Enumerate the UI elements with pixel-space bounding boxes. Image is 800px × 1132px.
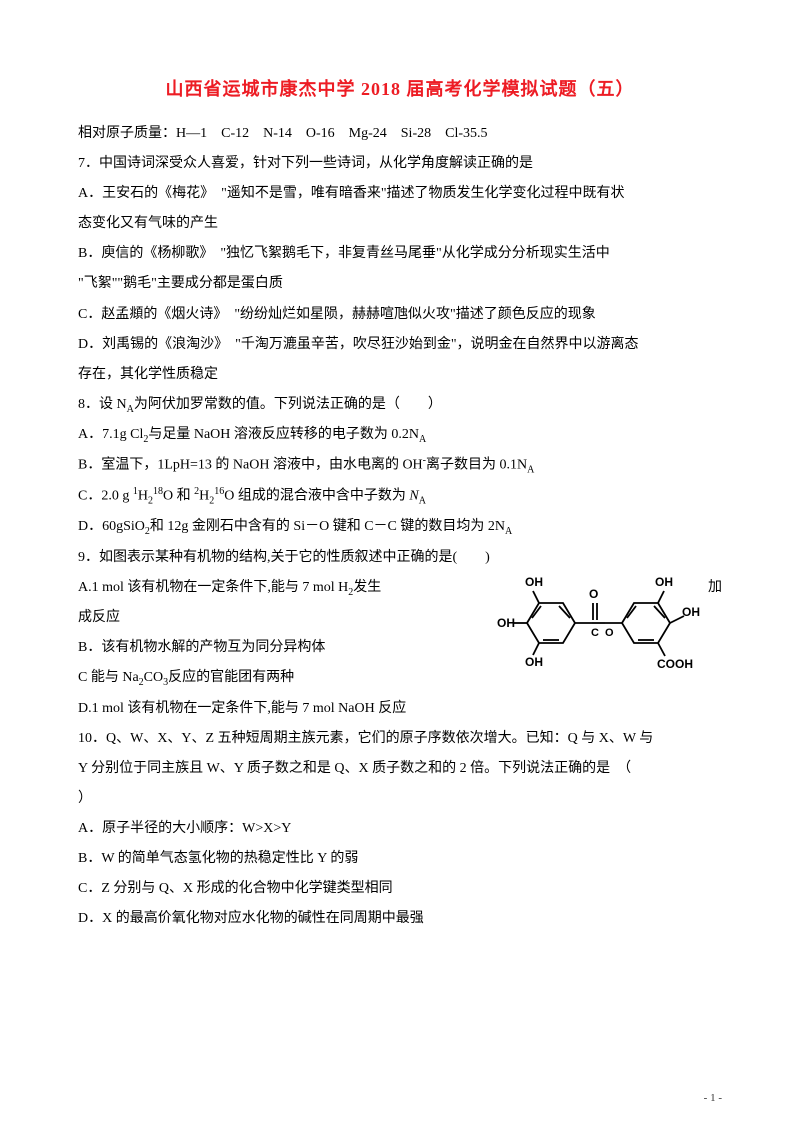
text: D．60gSiO (78, 519, 145, 534)
subscript: A (419, 496, 426, 507)
text: C 能与 Na (78, 670, 139, 685)
subscript: A (127, 404, 134, 415)
q7-option-d-line2: 存在，其化学性质稳定 (78, 360, 722, 390)
superscript: 16 (214, 486, 224, 497)
text: 8．设 N (78, 397, 127, 412)
text: 反应的官能团有两种 (168, 670, 294, 685)
q7-option-a-line1: A．王安石的《梅花》 "遥知不是雪，唯有暗香来"描述了物质发生化学变化过程中既有… (78, 179, 722, 209)
q9-option-d: D.1 mol 该有机物在一定条件下,能与 7 mol NaOH 反应 (78, 694, 722, 724)
q8-option-b: B．室温下，1LpH=13 的 NaOH 溶液中，由水电离的 OH-离子数目为 … (78, 450, 722, 481)
molecule-diagram: OH OH OH O C O OH OH COOH (497, 568, 702, 683)
superscript: 18 (153, 486, 163, 497)
text: 为阿伏加罗常数的值。下列说法正确的是（ ） (134, 397, 442, 412)
q7-option-c: C．赵孟頫的《烟火诗》 "纷纷灿烂如星陨，赫赫喧虺似火攻"描述了颜色反应的现象 (78, 300, 722, 330)
text: 离子数目为 0.1N (426, 458, 527, 473)
svg-text:OH: OH (497, 616, 515, 630)
text: 和 12g 金刚石中含有的 Si－O 键和 C－C 键的数目均为 2N (150, 519, 505, 534)
text: CO (144, 670, 163, 685)
text: N (409, 489, 418, 504)
q10-option-a: A．原子半径的大小顺序：W>X>Y (78, 814, 722, 844)
q7-option-d-line1: D．刘禹锡的《浪淘沙》 "千淘万漉虽辛苦，吹尽狂沙始到金"，说明金在自然界中以游… (78, 330, 722, 360)
svg-text:C: C (591, 627, 599, 639)
text: B．室温下，1LpH=13 的 NaOH 溶液中，由水电离的 OH (78, 458, 423, 473)
subscript: A (419, 434, 426, 445)
subscript: 2 (209, 496, 214, 507)
page-number: - 1 - (704, 1092, 722, 1104)
q10-stem-line3: ） (78, 784, 722, 814)
subscript: 2 (148, 496, 153, 507)
q10-stem-line1: 10．Q、W、X、Y、Z 五种短周期主族元素，它们的原子序数依次增大。已知：Q … (78, 724, 722, 754)
svg-text:OH: OH (525, 655, 543, 669)
subscript: A (505, 526, 512, 537)
q7-option-a-line2: 态变化又有气味的产生 (78, 209, 722, 239)
q8-stem: 8．设 NA为阿伏加罗常数的值。下列说法正确的是（ ） (78, 390, 722, 420)
svg-text:OH: OH (682, 605, 700, 619)
text: C．2.0 g (78, 489, 133, 504)
svg-text:OH: OH (525, 575, 543, 589)
text: 与足量 NaOH 溶液反应转移的电子数为 0.2N (148, 427, 419, 442)
q10-stem-line2: Y 分别位于同主族且 W、Y 质子数之和是 Q、X 质子数之和的 2 倍。下列说… (78, 754, 722, 784)
text: O 和 (163, 489, 194, 504)
q8-option-d: D．60gSiO2和 12g 金刚石中含有的 Si－O 键和 C－C 键的数目均… (78, 512, 722, 542)
text: A.1 mol 该有机物在一定条件下,能与 7 mol H (78, 580, 348, 595)
q10-option-d: D．X 的最高价氧化物对应水化物的碱性在同周期中最强 (78, 904, 722, 934)
svg-text:O: O (589, 587, 598, 601)
q8-option-a: A．7.1g Cl2与足量 NaOH 溶液反应转移的电子数为 0.2NA (78, 420, 722, 450)
atomic-mass-line: 相对原子质量：H—1 C-12 N-14 O-16 Mg-24 Si-28 Cl… (78, 119, 722, 149)
text: 发生 (353, 580, 381, 595)
q8-option-c: C．2.0 g 1H218O 和 2H216O 组成的混合液中含中子数为 NA (78, 481, 722, 512)
q10-option-b: B．W 的简单气态氢化物的热稳定性比 Y 的弱 (78, 844, 722, 874)
q7-stem: 7．中国诗词深受众人喜爱，针对下列一些诗词，从化学角度解读正确的是 (78, 149, 722, 179)
q9-image-block: OH OH OH O C O OH OH COOH A.1 mol 该有机物在一… (78, 573, 722, 694)
subscript: A (527, 465, 534, 476)
svg-text:COOH: COOH (657, 657, 693, 671)
text: H (199, 489, 209, 504)
svg-text:OH: OH (655, 575, 673, 589)
svg-text:O: O (605, 627, 614, 639)
q7-option-b-line2: "飞絮""鹅毛"主要成分都是蛋白质 (78, 269, 722, 299)
q7-option-b-line1: B．庾信的《杨柳歌》 "独忆飞絮鹅毛下，非复青丝马尾垂"从化学成分分析现实生活中 (78, 239, 722, 269)
q10-option-c: C．Z 分别与 Q、X 形成的化合物中化学键类型相同 (78, 874, 722, 904)
text: 加 (708, 573, 722, 603)
document-title: 山西省运城市康杰中学 2018 届高考化学模拟试题（五） (78, 75, 722, 101)
text: A．7.1g Cl (78, 427, 143, 442)
text: O 组成的混合液中含中子数为 (224, 489, 409, 504)
text: H (138, 489, 148, 504)
